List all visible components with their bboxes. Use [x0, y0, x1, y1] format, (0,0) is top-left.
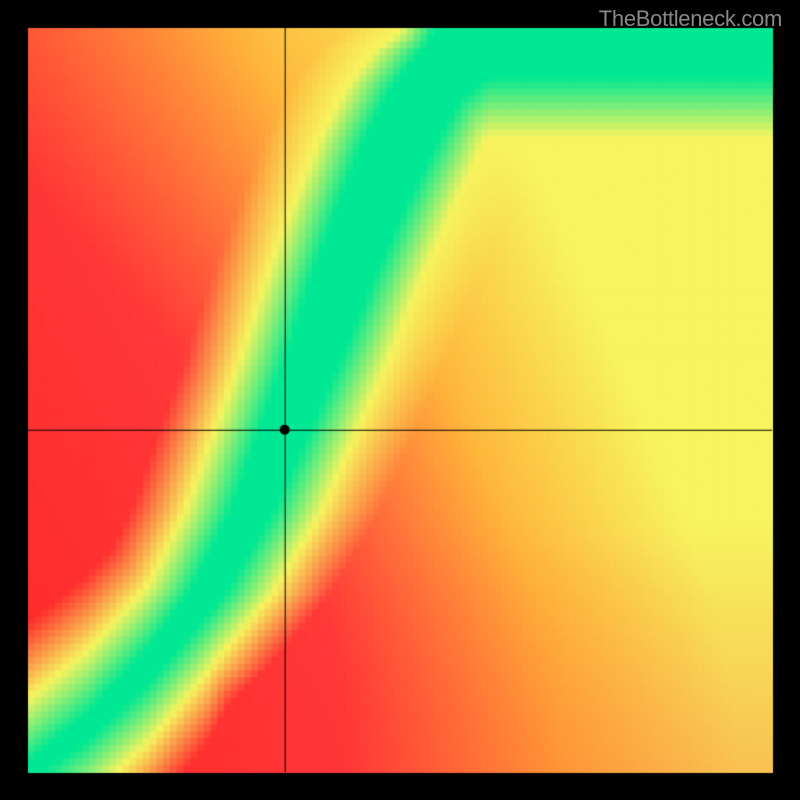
chart-container: TheBottleneck.com: [0, 0, 800, 800]
heatmap-canvas: [0, 0, 800, 800]
watermark-text: TheBottleneck.com: [599, 6, 782, 32]
